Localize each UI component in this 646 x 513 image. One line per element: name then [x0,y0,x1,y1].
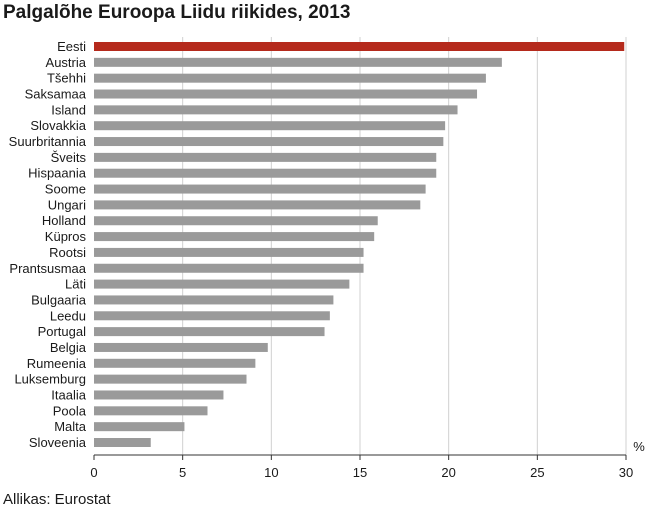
gridlines [182,37,627,455]
bar-6 [94,137,444,147]
bar-15 [94,279,350,289]
x-tick-label: 0 [90,465,97,480]
unit-label: % [633,439,645,454]
bar-3 [94,89,478,99]
category-label: Island [51,102,86,117]
category-label: Austria [46,55,87,70]
bar-4 [94,105,458,115]
category-label: Rootsi [49,245,86,260]
bar-11 [94,216,378,226]
category-label: Prantsusmaa [9,261,86,276]
bar-10 [94,200,421,210]
x-tick-label: 15 [353,465,367,480]
source-note: Allikas: Eurostat [3,491,111,508]
category-label: Ungari [48,197,86,212]
bar-22 [94,390,224,400]
category-label: Šveits [51,150,87,165]
x-tick-label: 10 [264,465,278,480]
category-labels: EestiAustriaTšehhiSaksamaaIslandSlovakki… [9,39,87,450]
bar-5 [94,121,446,131]
category-label: Itaalia [51,387,86,402]
category-label: Luksemburg [14,372,86,387]
bar-0 [94,42,625,51]
bar-13 [94,247,364,257]
x-axis: 0 5 10 15 20 25 30% [90,439,645,480]
category-label: Belgia [50,340,87,355]
category-label: Sloveenia [29,435,87,450]
category-label: Suurbritannia [9,134,87,149]
category-label: Saksamaa [25,87,87,102]
category-label: Leedu [50,308,86,323]
category-label: Soome [45,182,86,197]
category-label: Poola [53,403,87,418]
category-label: Eesti [57,39,86,54]
bar-25 [94,438,151,447]
bar-20 [94,358,256,368]
bar-21 [94,374,247,384]
x-tick-label: 20 [441,465,455,480]
bar-14 [94,263,364,273]
chart-title: Palgalõhe Euroopa Liidu riikides, 2013 [3,2,351,23]
category-label: Malta [54,419,87,434]
x-tick-label: 5 [179,465,186,480]
bar-24 [94,422,185,432]
category-label: Slovakkia [30,118,86,133]
bar-18 [94,327,325,337]
bar-16 [94,295,334,305]
bar-7 [94,152,437,162]
category-label: Rumeenia [27,356,87,371]
x-tick-label: 30 [619,465,633,480]
bar-8 [94,168,437,178]
category-label: Tšehhi [47,71,86,86]
x-tick-label: 25 [530,465,544,480]
bar-9 [94,184,426,194]
category-label: Küpros [45,229,87,244]
bar-12 [94,232,375,242]
bar-23 [94,406,208,416]
bar-17 [94,311,330,321]
category-label: Läti [65,277,86,292]
category-label: Bulgaaria [31,292,87,307]
category-label: Portugal [38,324,87,339]
category-label: Holland [42,213,86,228]
bar-19 [94,342,268,352]
bar-1 [94,57,502,67]
bars [94,42,625,447]
category-label: Hispaania [28,166,87,181]
bar-2 [94,73,486,83]
